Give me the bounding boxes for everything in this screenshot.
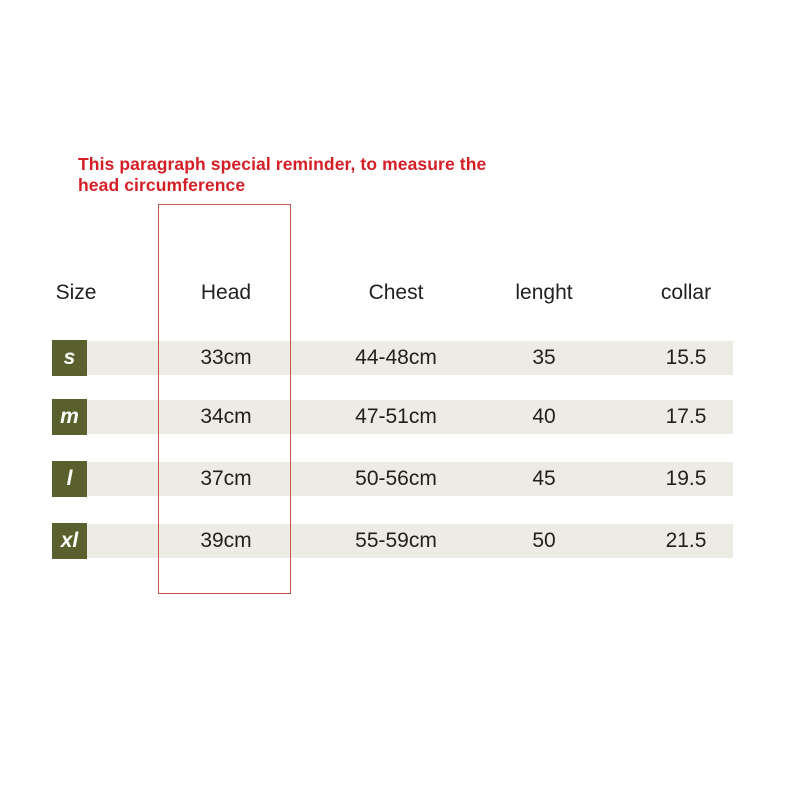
column-header-length: lenght [515,281,573,304]
chest-cell: 50-56cm [355,467,437,490]
collar-cell: 15.5 [665,346,707,369]
chest-cell: 47-51cm [355,405,437,428]
chest-cell: 55-59cm [355,529,437,552]
column-header-chest: Chest [368,281,424,304]
table-header-row: Size Head Chest lenght collar [0,281,800,311]
collar-cell: 19.5 [665,467,707,490]
table-row-s: s 33cm 44-48cm 35 15.5 [0,340,800,376]
size-badge-m: m [52,399,87,435]
table-row-l: l 37cm 50-56cm 45 19.5 [0,461,800,497]
column-header-collar: collar [660,281,712,304]
column-header-size: Size [55,281,97,304]
row-stripe [52,400,733,434]
head-cell: 37cm [200,467,252,490]
row-stripe [52,462,733,496]
head-cell: 39cm [200,529,252,552]
head-measure-reminder-text: This paragraph special reminder, to meas… [78,154,487,195]
length-cell: 50 [532,529,556,552]
column-header-head: Head [200,281,252,304]
table-row-m: m 34cm 47-51cm 40 17.5 [0,399,800,435]
row-stripe [52,524,733,558]
collar-cell: 17.5 [665,405,707,428]
size-badge-s: s [52,340,87,376]
size-badge-l: l [52,461,87,497]
length-cell: 35 [532,346,556,369]
head-cell: 34cm [200,405,252,428]
row-stripe [52,341,733,375]
head-cell: 33cm [200,346,252,369]
head-column-highlight-box [158,204,291,594]
length-cell: 45 [532,467,556,490]
size-badge-xl: xl [52,523,87,559]
length-cell: 40 [532,405,556,428]
chest-cell: 44-48cm [355,346,437,369]
table-row-xl: xl 39cm 55-59cm 50 21.5 [0,523,800,559]
collar-cell: 21.5 [665,529,707,552]
